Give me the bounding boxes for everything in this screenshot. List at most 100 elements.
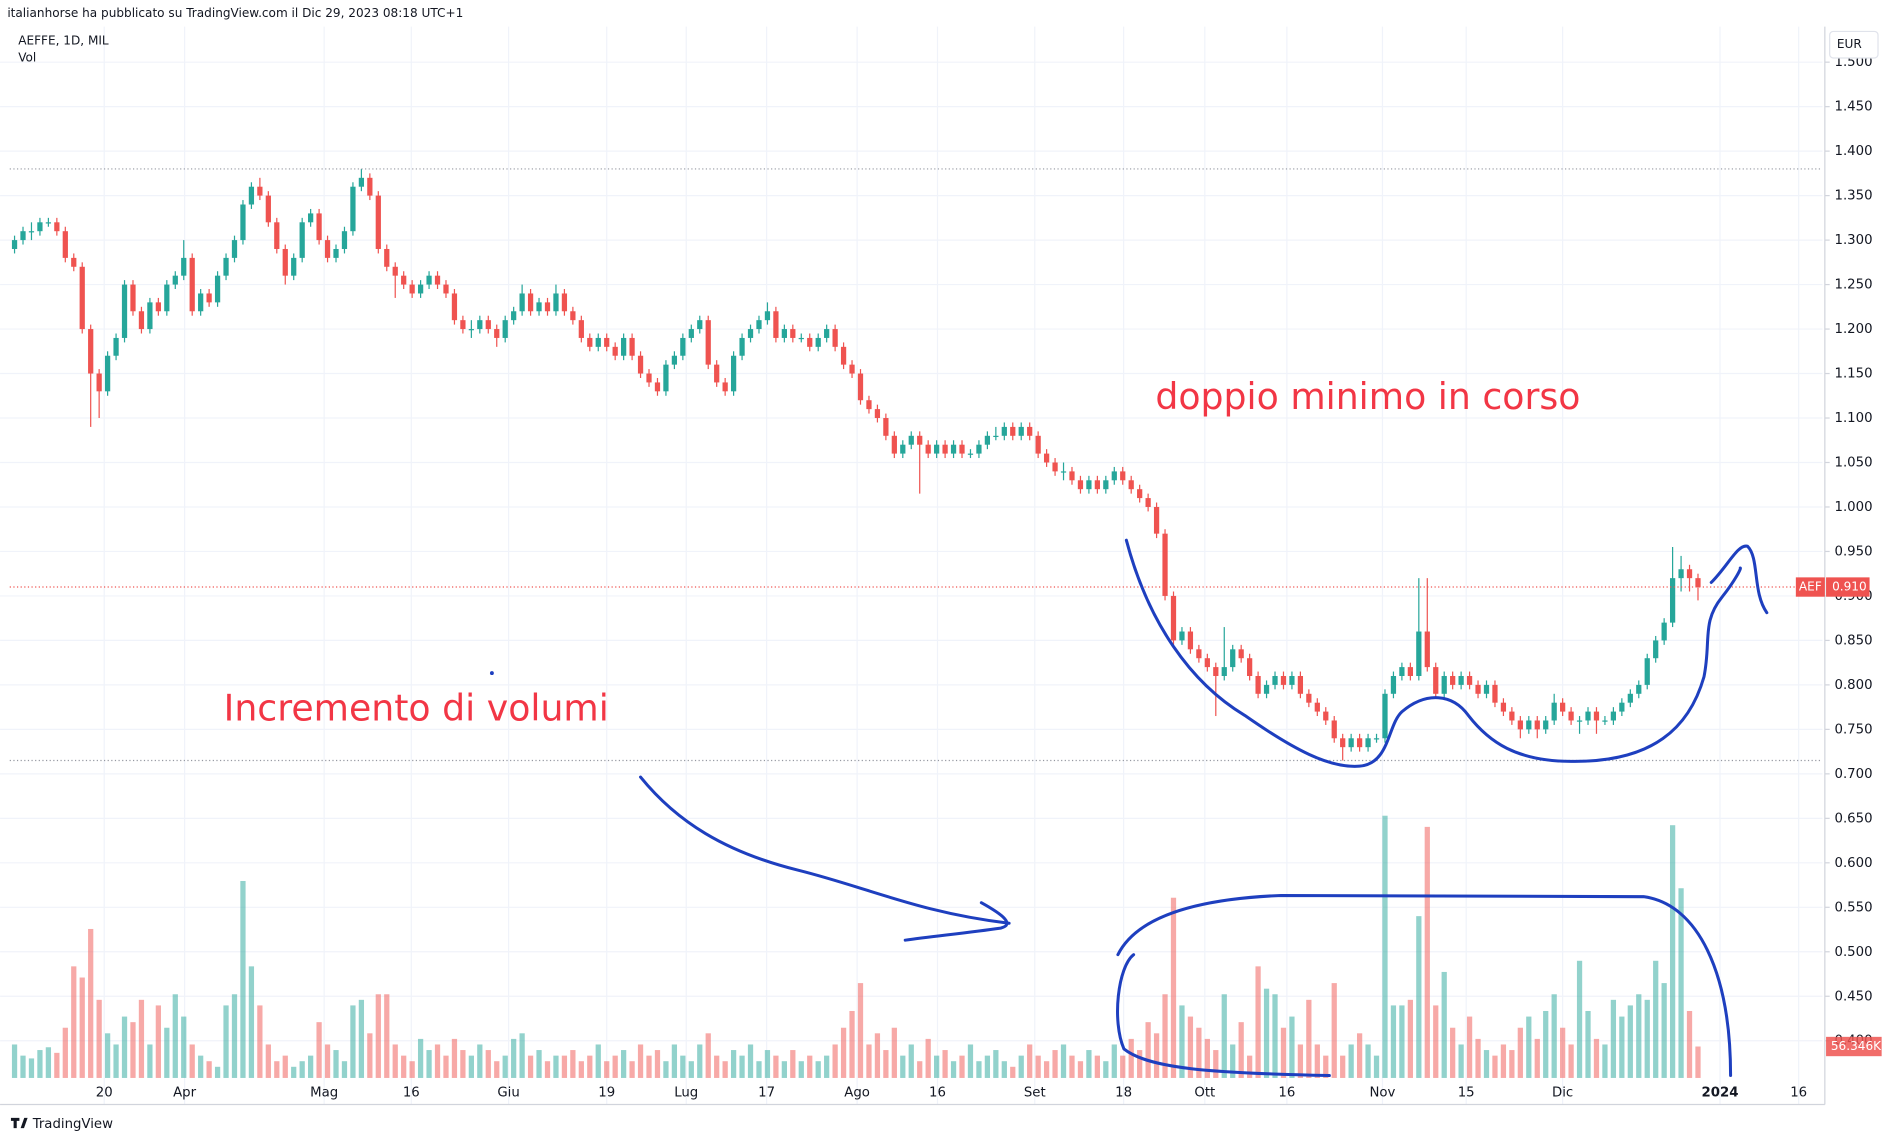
candle-body [1695,578,1701,588]
candle-body [680,337,686,356]
candle-body [1382,693,1388,739]
volume-bar [468,1055,474,1078]
volume-bar [198,1055,204,1078]
volume-bar [1661,983,1667,1078]
volume-bar [265,1044,271,1078]
volume-bar [756,1061,762,1078]
candle-body [1365,738,1371,748]
candle-body [451,293,458,321]
volume-bar [917,1061,923,1078]
volume-bar [206,1061,212,1078]
volume-bar [79,977,85,1078]
x-tick-label: 2024 [1702,1085,1739,1100]
time-axis: 20 Apr Mag 16 Giu 19 Lug 17 Ago 16 Set 18 Ott 16 Nov 15… [96,1085,1807,1100]
volume-bar [1500,1044,1507,1078]
volume-bar [637,1044,644,1078]
candle-body [172,275,178,285]
volume-bar [1052,1050,1058,1078]
candle-body [1526,720,1532,730]
volume-bar [1695,1046,1701,1078]
candle-body [1356,738,1363,748]
candle-body [147,302,153,330]
x-tick-label: Dic [1552,1085,1573,1100]
volume-bar [502,1055,508,1078]
candle-body [1686,569,1693,579]
candle-body [1373,738,1380,740]
candle-body [350,186,356,232]
candle-body [984,435,991,445]
candle-body [527,293,534,312]
candle-body [908,435,914,445]
volume-bar [511,1038,517,1078]
volume-bar [1255,966,1261,1078]
candle-body [392,266,398,276]
candle-body [773,311,779,338]
candle-body [341,231,348,249]
x-tick-label: Set [1024,1085,1046,1100]
candle-body [358,177,365,187]
volume-bar [1238,1022,1244,1078]
candle-body [1399,667,1405,676]
volume-bar [1179,1005,1185,1078]
volume-bar [291,1066,297,1078]
volume-bar [1340,1055,1346,1078]
volume-bar [950,1061,957,1078]
candle-body [502,320,508,338]
symbol-tag [1795,577,1825,597]
volume-bar [1407,999,1413,1078]
candle-body [1153,506,1160,534]
x-tick-label: Giu [497,1085,519,1100]
arrow-head [903,901,1009,942]
volume-bar [181,1016,187,1078]
volume-bar [993,1050,999,1078]
volume-bar [1213,1050,1219,1078]
volume-bar [1111,1044,1117,1078]
volume-bar [714,1055,720,1078]
candle-body [1137,489,1143,499]
volume-line: Vol [18,51,36,65]
volume-bar [1306,999,1312,1078]
volume-bar [773,1055,779,1078]
candle-body [1213,667,1219,676]
candle-body [1483,684,1490,694]
volume-bar [1619,1016,1625,1078]
volume-bar [1441,971,1447,1078]
candle-body [1094,480,1100,490]
candle-body [1297,675,1304,694]
currency-box[interactable] [1829,30,1879,59]
candle-body [1568,711,1574,721]
volume-bar [764,1050,771,1078]
volume-bar [333,1050,339,1078]
volume-bar [54,1052,60,1078]
volume-bar [1424,826,1430,1078]
candle-body [815,337,821,347]
volume-bar [1450,1027,1456,1078]
candle-body [189,257,195,312]
volume-bar [908,1044,914,1078]
volume-bar [147,1044,153,1078]
candle-body [291,257,297,276]
volume-bar [883,1050,889,1078]
volume-bar [434,1044,441,1078]
volume-bar [1103,1061,1109,1078]
volume-bar [976,1061,982,1078]
candle-body [181,257,187,276]
candle-body [468,329,474,331]
candle-body [426,275,432,285]
candle-body [1509,711,1515,721]
candle-body [1077,480,1084,490]
y-tick-label: 0.450 [1835,989,1873,1004]
candle-body [637,355,644,374]
candle-body [781,329,787,338]
candle-body [942,444,948,454]
volume-bar [485,1050,491,1078]
y-tick-label: 0.500 [1835,945,1873,960]
candle-body [1416,631,1422,676]
candle-body [1145,498,1151,507]
volume-bar [1137,1050,1143,1078]
symbol-tag-label: AEF [1799,580,1822,594]
price-tag-label: 0.910 [1832,580,1867,594]
volume-bar [240,880,246,1078]
volume-bar [798,1061,804,1078]
candle-body [832,329,838,347]
